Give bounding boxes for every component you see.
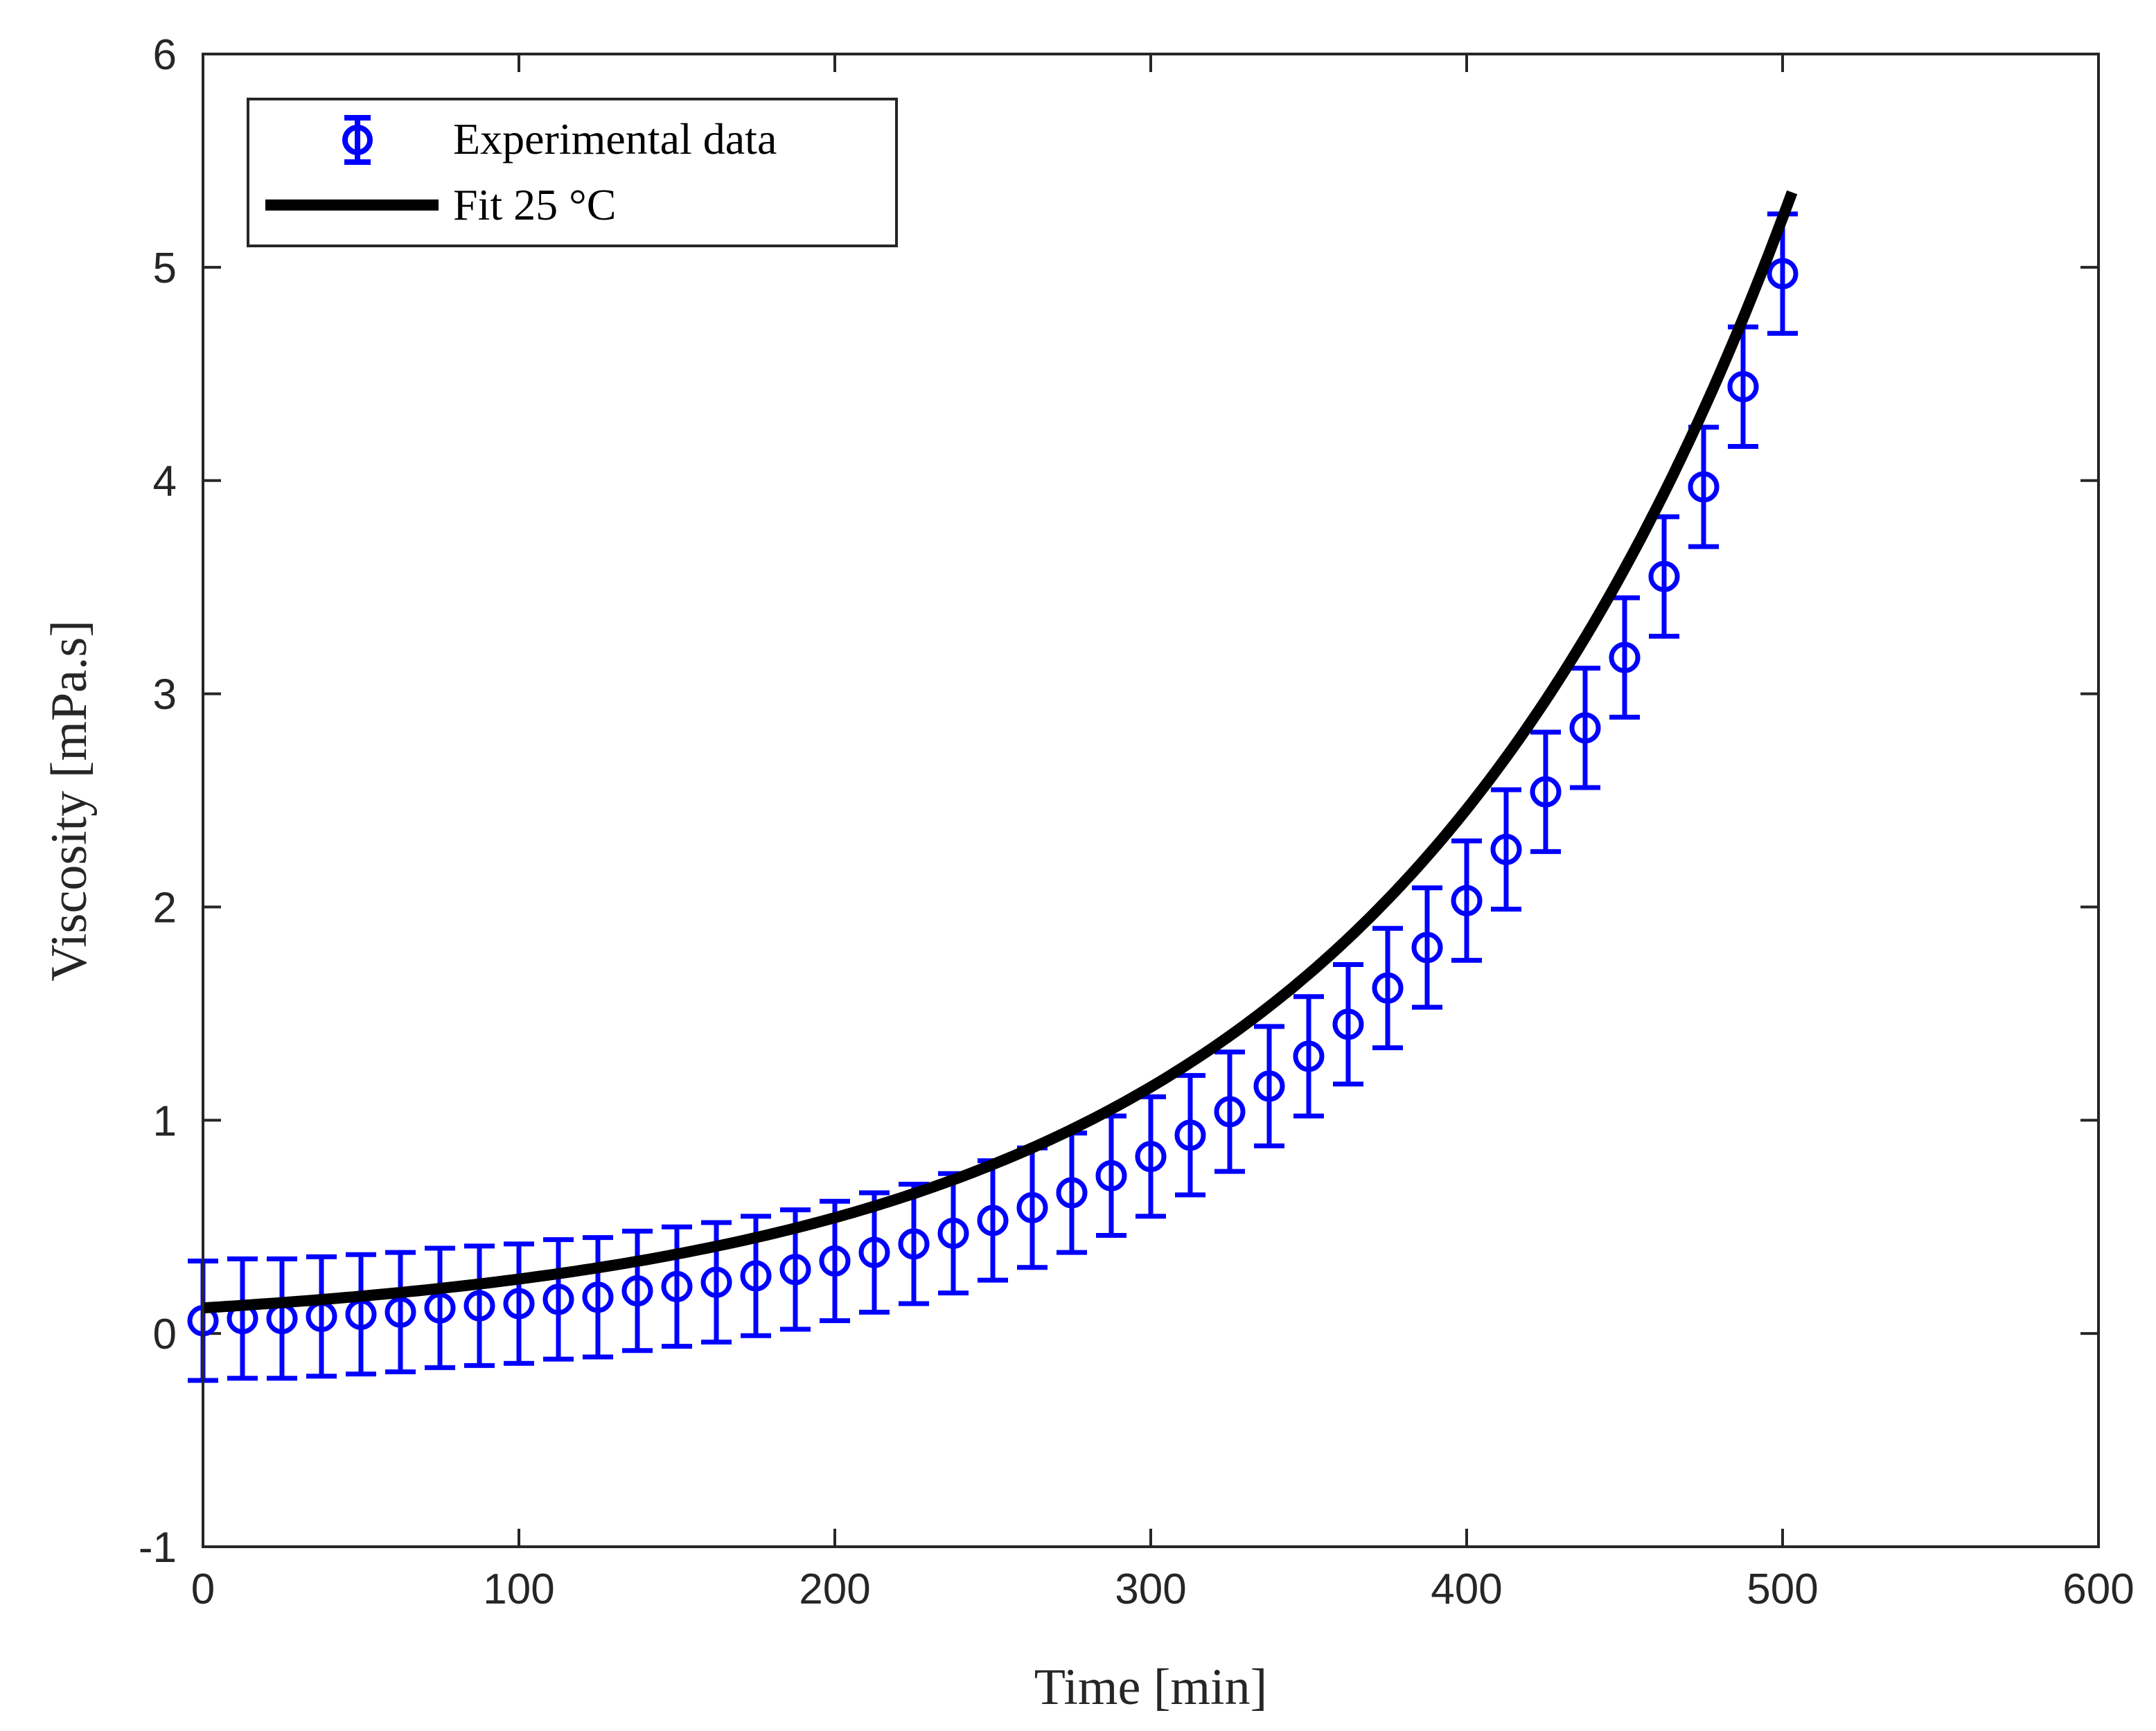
data-marker	[1569, 712, 1601, 744]
data-point	[1372, 925, 1404, 1051]
data-marker	[385, 1296, 416, 1328]
data-point	[1135, 1094, 1167, 1219]
data-marker	[424, 1292, 456, 1324]
x-tick-label: 300	[1115, 1565, 1186, 1613]
data-marker	[858, 1236, 890, 1268]
data-marker	[621, 1275, 653, 1307]
data-point	[582, 1235, 614, 1360]
data-marker	[542, 1284, 574, 1315]
data-point	[385, 1250, 416, 1375]
legend-label-experimental: Experimental data	[453, 114, 777, 163]
data-point	[1490, 787, 1522, 912]
data-marker	[1293, 1040, 1325, 1072]
data-marker	[1016, 1192, 1048, 1224]
y-tick-labels: -1 0 1 2 3 4 5 6	[139, 31, 177, 1572]
data-marker	[1727, 371, 1759, 402]
y-tick-label: 4	[153, 458, 177, 506]
data-marker	[779, 1254, 811, 1286]
data-point	[898, 1182, 930, 1306]
data-marker	[503, 1288, 535, 1320]
x-tick-label: 500	[1747, 1565, 1818, 1613]
data-marker	[1648, 560, 1680, 592]
data-point	[424, 1245, 456, 1370]
data-marker	[977, 1205, 1009, 1236]
data-point	[542, 1237, 574, 1362]
axes-box	[202, 53, 2100, 1548]
data-marker	[1490, 833, 1522, 865]
y-tick-label: 5	[153, 245, 177, 292]
legend-errorbar-marker-icon	[342, 115, 373, 165]
data-marker	[819, 1245, 851, 1277]
y-tick-label: 3	[153, 671, 177, 719]
x-tick-label: 0	[191, 1565, 215, 1613]
data-marker	[1451, 885, 1483, 916]
data-point	[1293, 994, 1325, 1119]
data-marker	[937, 1217, 969, 1249]
data-point	[503, 1241, 535, 1366]
data-point	[1411, 885, 1443, 1010]
data-marker	[1372, 972, 1404, 1004]
data-marker	[700, 1266, 732, 1298]
y-axis-label: Viscosity [mPa.s]	[41, 620, 98, 982]
data-marker	[463, 1290, 495, 1322]
legend: Experimental data Fit 25 °C	[247, 98, 898, 247]
legend-label-fit: Fit 25 °C	[453, 180, 616, 229]
data-marker	[1174, 1119, 1206, 1151]
data-point	[1332, 962, 1364, 1087]
data-point	[1530, 729, 1562, 854]
data-point	[621, 1228, 653, 1353]
data-point	[1451, 838, 1483, 963]
experimental-data-series	[187, 211, 1799, 1383]
y-tick-label: -1	[139, 1524, 177, 1572]
x-tick-label: 400	[1431, 1565, 1502, 1613]
data-marker	[582, 1281, 614, 1313]
data-point	[1253, 1024, 1285, 1148]
data-marker	[1253, 1070, 1285, 1102]
fit-curve	[202, 190, 1798, 1314]
data-marker	[898, 1228, 930, 1260]
data-marker	[1767, 258, 1799, 290]
data-marker	[1609, 641, 1641, 673]
data-point	[1569, 666, 1601, 790]
data-point	[661, 1224, 693, 1349]
x-tick-label: 200	[799, 1565, 870, 1613]
data-marker	[1688, 471, 1720, 503]
data-marker	[1332, 1009, 1364, 1040]
series-layer	[187, 190, 1799, 1383]
data-marker	[1056, 1177, 1088, 1209]
data-marker	[740, 1260, 772, 1292]
x-tick-labels: 0 100 200 300 400 500 600	[191, 1565, 2135, 1613]
data-point	[463, 1243, 495, 1368]
plot-area	[203, 54, 2098, 1547]
data-marker	[1135, 1141, 1167, 1173]
data-point	[1648, 514, 1680, 639]
data-point	[858, 1190, 890, 1315]
data-point	[306, 1254, 337, 1379]
data-marker	[661, 1270, 693, 1302]
data-marker	[1530, 776, 1562, 808]
y-tick-label: 6	[153, 31, 177, 79]
data-marker	[1411, 932, 1443, 964]
y-tick-label: 2	[153, 884, 177, 932]
data-marker	[1214, 1096, 1246, 1128]
y-tick-label: 0	[153, 1311, 177, 1358]
x-tick-label: 600	[2062, 1565, 2134, 1613]
x-tick-label: 100	[483, 1565, 554, 1613]
y-tick-label: 1	[153, 1097, 177, 1145]
data-point	[1214, 1049, 1246, 1174]
data-marker	[1095, 1160, 1127, 1191]
x-axis-label: Time [min]	[1034, 1659, 1267, 1716]
